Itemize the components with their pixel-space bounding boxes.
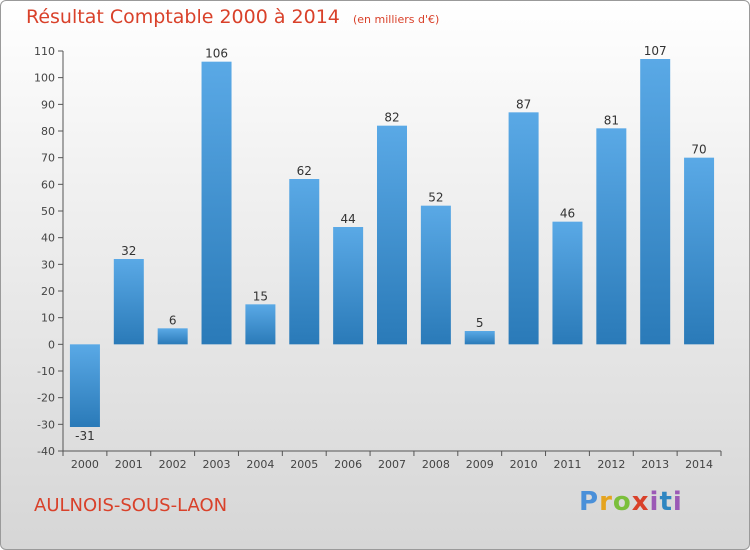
y-tick-label: 30	[41, 258, 55, 271]
data-label: -31	[75, 429, 95, 443]
chart-header: Résultat Comptable 2000 à 2014 (en milli…	[26, 6, 439, 28]
data-label: 44	[340, 212, 355, 226]
x-tick-label: 2013	[641, 458, 669, 471]
commune-name: AULNOIS-SOUS-LAON	[34, 495, 228, 516]
bar	[377, 125, 407, 345]
bar	[464, 331, 495, 345]
y-tick-label: 20	[41, 285, 55, 298]
y-tick-label: 60	[41, 178, 55, 191]
x-tick-label: 2010	[510, 458, 538, 471]
data-label: 106	[205, 47, 228, 61]
chart-title: Résultat Comptable 2000 à 2014	[26, 6, 340, 28]
x-tick-label: 2005	[290, 458, 318, 471]
bar	[596, 128, 627, 345]
x-tick-label: 2006	[334, 458, 362, 471]
x-tick-label: 2012	[597, 458, 625, 471]
y-tick-label: 70	[41, 152, 55, 165]
data-label: 32	[121, 244, 136, 258]
y-tick-label: 100	[34, 72, 55, 85]
y-tick-label: 90	[41, 98, 55, 111]
data-label: 5	[476, 316, 484, 330]
x-tick-label: 2011	[553, 458, 581, 471]
bar	[552, 221, 583, 345]
y-tick-label: 0	[48, 338, 55, 351]
y-tick-label: 50	[41, 205, 55, 218]
x-tick-label: 2014	[685, 458, 713, 471]
x-tick-label: 2001	[115, 458, 143, 471]
bar	[245, 304, 276, 345]
x-tick-label: 2004	[246, 458, 274, 471]
bar	[640, 59, 671, 345]
bar	[333, 227, 364, 345]
bar	[201, 61, 232, 345]
y-tick-label: -20	[37, 392, 55, 405]
x-tick-label: 2008	[422, 458, 450, 471]
bar	[113, 259, 144, 345]
data-label: 52	[428, 191, 443, 205]
bar	[508, 112, 539, 345]
y-tick-label: -30	[37, 418, 55, 431]
y-tick-label: 110	[34, 45, 55, 58]
data-label: 6	[169, 313, 177, 327]
bar	[157, 328, 188, 345]
data-label: 81	[604, 113, 619, 127]
y-tick-label: -10	[37, 365, 55, 378]
data-label: 15	[253, 289, 268, 303]
y-tick-label: 10	[41, 312, 55, 325]
bars	[69, 59, 715, 427]
data-label: 107	[644, 44, 667, 58]
bar	[420, 205, 451, 345]
y-tick-label: 80	[41, 125, 55, 138]
x-tick-label: 2009	[466, 458, 494, 471]
data-label: 82	[384, 111, 399, 125]
axes: -40 -30 -20 -10 0 10 20 30 40 50 60 70 80 90 100 110 200…	[34, 45, 722, 471]
y-tick-label: -40	[37, 445, 55, 458]
y-tick-label: 40	[41, 232, 55, 245]
bar	[289, 179, 320, 345]
bar	[69, 344, 100, 427]
x-tick-label: 2007	[378, 458, 406, 471]
x-tick-label: 2002	[159, 458, 187, 471]
x-tick-label: 2003	[203, 458, 231, 471]
x-tick-label: 2000	[71, 458, 99, 471]
data-label: 46	[560, 207, 575, 221]
data-label: 87	[516, 97, 531, 111]
data-label: 62	[297, 164, 312, 178]
data-labels: -31 32 6 106 15 62 44 82 52 5 87 46 81 107 70	[75, 44, 707, 443]
proxiti-logo: Proxiti	[579, 487, 683, 517]
chart-units: (en milliers d'€)	[352, 13, 440, 26]
data-label: 70	[691, 143, 706, 157]
bar	[684, 157, 715, 345]
